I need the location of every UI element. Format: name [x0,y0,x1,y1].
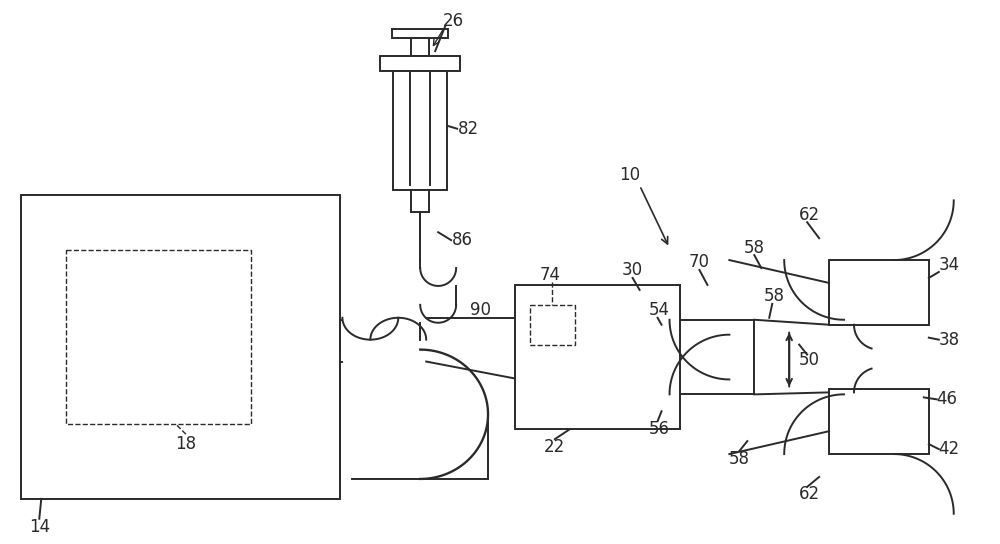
Text: 18: 18 [175,435,196,453]
Text: 30: 30 [622,261,643,279]
Bar [829,390,929,454]
Text: 82: 82 [458,120,479,138]
Text: 90: 90 [470,301,491,319]
Text: 62: 62 [799,485,820,503]
Text: 86: 86 [452,231,473,249]
Bar [515,285,680,429]
Text: 38: 38 [938,331,959,349]
Bar [411,190,429,212]
Text: 54: 54 [649,301,670,319]
Text: 22: 22 [544,438,565,456]
Text: 42: 42 [938,440,959,458]
Bar [530,305,575,345]
Text: 56: 56 [649,420,670,438]
Text: 74: 74 [539,266,560,284]
Bar [392,29,448,38]
Text: 10: 10 [619,166,640,184]
Text: 62: 62 [799,206,820,224]
Text: 58: 58 [764,287,785,305]
Text: 34: 34 [938,256,959,274]
Text: 26: 26 [443,13,464,30]
Bar [829,260,929,325]
Text: 14: 14 [29,518,50,536]
Bar [66,250,251,424]
Text: 46: 46 [936,391,957,409]
Bar [380,56,460,71]
Bar [411,38,429,56]
Text: 58: 58 [744,239,765,257]
Bar [393,71,447,190]
Bar [21,195,340,499]
Text: 58: 58 [729,450,750,468]
Text: 50: 50 [799,350,820,368]
Text: 70: 70 [689,253,710,271]
